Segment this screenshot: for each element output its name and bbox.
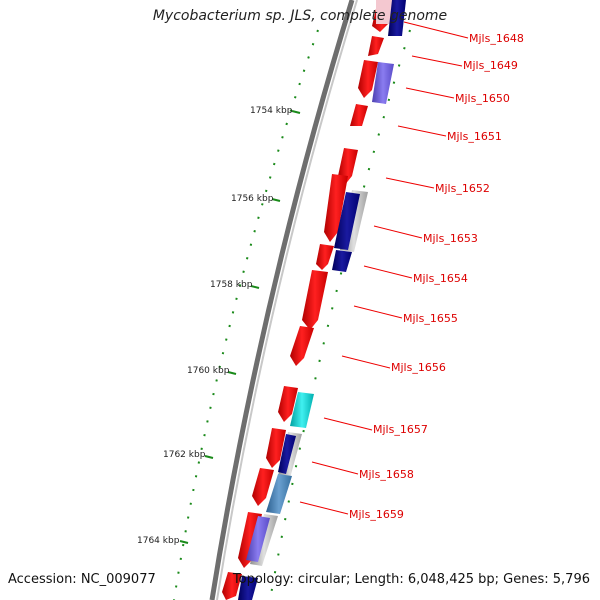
gene-label-1652[interactable]: Mjls_1652	[435, 182, 490, 195]
accession-text: Accession: NC_009077	[8, 572, 156, 587]
feature-bar-top-pink	[376, 0, 394, 24]
cds-features	[222, 0, 392, 600]
gene-label-1650[interactable]: Mjls_1650	[455, 92, 510, 105]
scale-tick-1756: 1756 kbp	[231, 194, 274, 204]
gene-label-1657[interactable]: Mjls_1657	[373, 423, 428, 436]
gene-label-1648[interactable]: Mjls_1648	[469, 32, 524, 45]
cds-arrow[interactable]	[316, 244, 334, 270]
cds-arrow[interactable]	[350, 104, 368, 126]
cds-arrow[interactable]	[368, 36, 384, 56]
cds-arrow[interactable]	[358, 60, 378, 98]
map-title: Mycobacterium sp. JLS, complete genome	[152, 8, 448, 24]
gene-label-1655[interactable]: Mjls_1655	[403, 312, 458, 325]
scale-tick-1764: 1764 kbp	[137, 536, 180, 546]
gene-label-1651[interactable]: Mjls_1651	[447, 130, 502, 143]
scale-tick-1754: 1754 kbp	[250, 106, 293, 116]
feature-bar-navy[interactable]	[388, 0, 406, 36]
gene-label-1656[interactable]: Mjls_1656	[391, 361, 446, 374]
cds-arrow[interactable]	[266, 428, 286, 468]
topology-text: Topology: circular; Length: 6,048,425 bp…	[232, 572, 590, 587]
annotation-features	[238, 0, 406, 600]
cds-arrow[interactable]	[324, 174, 348, 242]
feature-bar-navy[interactable]	[238, 576, 258, 600]
feature-bar-purple[interactable]	[372, 62, 394, 104]
feature-bar-purple[interactable]	[246, 516, 270, 562]
cds-arrow[interactable]	[290, 326, 314, 366]
gene-label-1658[interactable]: Mjls_1658	[359, 468, 414, 481]
gene-label-1653[interactable]: Mjls_1653	[423, 232, 478, 245]
feature-bar-cyan[interactable]	[290, 392, 314, 428]
genome-backbone	[209, 0, 355, 600]
gene-labels: Mjls_1648 Mjls_1649 Mjls_1650 Mjls_1651 …	[349, 32, 524, 521]
feature-bar-navy[interactable]	[332, 250, 352, 272]
feature-bar-navy[interactable]	[278, 434, 296, 474]
scale-tick-1762: 1762 kbp	[163, 450, 206, 460]
scale-tick-1760: 1760 kbp	[187, 366, 230, 376]
gene-label-1659[interactable]: Mjls_1659	[349, 508, 404, 521]
genome-backbone-highlight	[216, 0, 358, 600]
scale-tick-1758: 1758 kbp	[210, 280, 253, 290]
cds-arrow[interactable]	[252, 468, 274, 506]
label-leader-lines	[299, 21, 469, 515]
scale-tick-labels: 1754 kbp 1756 kbp 1758 kbp 1760 kbp 1762…	[137, 106, 293, 546]
cds-arrow[interactable]	[222, 572, 242, 600]
scale-ring-inner	[173, 29, 319, 600]
cds-arrow[interactable]	[302, 270, 328, 330]
feature-bar-navy[interactable]	[334, 192, 360, 250]
cds-arrow[interactable]	[278, 386, 298, 422]
feature-bar-steel[interactable]	[266, 474, 292, 514]
scale-ticks	[179, 110, 301, 544]
gene-label-1654[interactable]: Mjls_1654	[413, 272, 468, 285]
gene-label-1649[interactable]: Mjls_1649	[463, 59, 518, 72]
